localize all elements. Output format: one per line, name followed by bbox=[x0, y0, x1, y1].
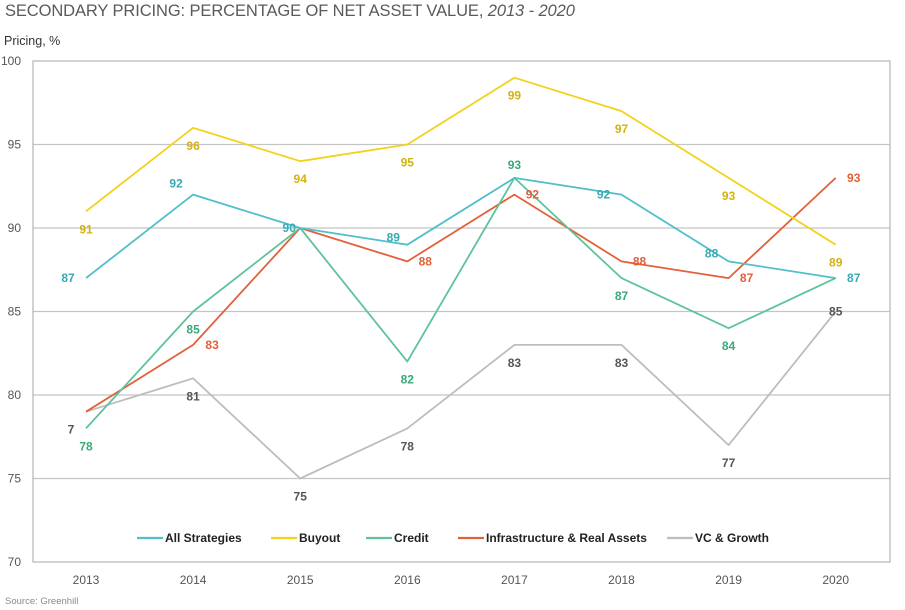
x-tick-label: 2020 bbox=[822, 573, 849, 587]
data-label: 89 bbox=[387, 231, 401, 245]
y-tick-label: 70 bbox=[8, 555, 22, 569]
gridlines bbox=[33, 143, 890, 480]
legend-item: VC & Growth bbox=[667, 531, 769, 545]
data-label: 85 bbox=[829, 305, 843, 319]
data-label: 88 bbox=[419, 254, 433, 268]
data-label: 83 bbox=[205, 338, 219, 352]
data-label: 95 bbox=[401, 156, 415, 170]
y-tick-label: 85 bbox=[8, 305, 22, 319]
data-label: 84 bbox=[722, 339, 736, 353]
x-tick-label: 2013 bbox=[73, 573, 100, 587]
data-label: 83 bbox=[508, 356, 522, 370]
data-label: 78 bbox=[79, 439, 93, 453]
legend-label: VC & Growth bbox=[695, 531, 769, 545]
data-label: 90 bbox=[283, 221, 297, 235]
y-tick-label: 75 bbox=[8, 472, 22, 486]
data-label: 88 bbox=[633, 254, 647, 268]
series-line-vc-growth bbox=[85, 310, 837, 480]
data-label: 92 bbox=[526, 188, 540, 202]
y-tick-label: 95 bbox=[8, 138, 22, 152]
data-label: 89 bbox=[829, 256, 843, 270]
data-label: 87 bbox=[615, 289, 629, 303]
y-axis-ticks: 70 75 80 85 90 95 100 bbox=[1, 54, 21, 569]
data-label: 75 bbox=[294, 490, 308, 504]
data-label: 92 bbox=[169, 177, 183, 191]
data-label: 7 bbox=[68, 423, 75, 437]
legend-item: Credit bbox=[366, 531, 429, 545]
x-axis-ticks: 2013 2014 2015 2016 2017 2018 2019 2020 bbox=[73, 573, 850, 587]
data-label: 93 bbox=[847, 171, 861, 185]
data-label: 96 bbox=[186, 139, 200, 153]
x-tick-label: 2017 bbox=[501, 573, 528, 587]
legend-item: All Strategies bbox=[137, 531, 242, 545]
y-tick-label: 80 bbox=[8, 388, 22, 402]
y-tick-label: 100 bbox=[1, 54, 21, 68]
series-line-buyout bbox=[85, 76, 837, 246]
data-label: 78 bbox=[401, 439, 415, 453]
data-label: 92 bbox=[597, 188, 611, 202]
legend-item: Infrastructure & Real Assets bbox=[458, 531, 647, 545]
data-label: 87 bbox=[847, 271, 861, 285]
series-line-all-strategies bbox=[85, 176, 836, 279]
data-label: 88 bbox=[705, 246, 719, 260]
data-label: 85 bbox=[186, 323, 200, 337]
x-tick-label: 2018 bbox=[608, 573, 635, 587]
legend-label: All Strategies bbox=[165, 531, 242, 545]
y-tick-label: 90 bbox=[8, 221, 22, 235]
data-label: 83 bbox=[615, 356, 629, 370]
legend-label: Infrastructure & Real Assets bbox=[486, 531, 647, 545]
data-label: 94 bbox=[294, 172, 308, 186]
series-line-infrastructure-real-assets bbox=[85, 177, 837, 413]
data-label: 82 bbox=[401, 373, 415, 387]
x-tick-label: 2014 bbox=[180, 573, 207, 587]
data-label: 87 bbox=[740, 271, 754, 285]
legend: All Strategies Buyout Credit Infrastructure… bbox=[137, 531, 769, 545]
chart-title-years: 2013 - 2020 bbox=[487, 2, 575, 20]
data-label: 97 bbox=[615, 122, 629, 136]
chart-title-main: SECONDARY PRICING: PERCENTAGE OF NET ASS… bbox=[5, 2, 488, 20]
data-label: 91 bbox=[79, 222, 93, 236]
y-axis-label: Pricing, % bbox=[4, 34, 61, 48]
data-labels: 87 92 90 89 92 88 87 91 96 94 95 99 97 93 89 78 85 82 93 87… bbox=[61, 89, 860, 504]
x-tick-label: 2019 bbox=[715, 573, 742, 587]
chart-title: SECONDARY PRICING: PERCENTAGE OF NET ASS… bbox=[5, 2, 575, 21]
data-label: 93 bbox=[508, 158, 522, 172]
series-lines bbox=[85, 76, 837, 480]
legend-label: Credit bbox=[394, 531, 429, 545]
plot-frame bbox=[32, 60, 891, 563]
data-label: 87 bbox=[61, 271, 75, 285]
source-note: Source: Greenhill bbox=[5, 596, 79, 607]
data-label: 81 bbox=[186, 389, 200, 403]
legend-item: Buyout bbox=[271, 531, 340, 545]
data-label: 93 bbox=[722, 189, 736, 203]
data-label: 99 bbox=[508, 89, 522, 103]
legend-label: Buyout bbox=[299, 531, 340, 545]
data-label: 77 bbox=[722, 456, 736, 470]
x-tick-label: 2015 bbox=[287, 573, 314, 587]
x-tick-label: 2016 bbox=[394, 573, 421, 587]
series-line-credit bbox=[85, 176, 837, 430]
